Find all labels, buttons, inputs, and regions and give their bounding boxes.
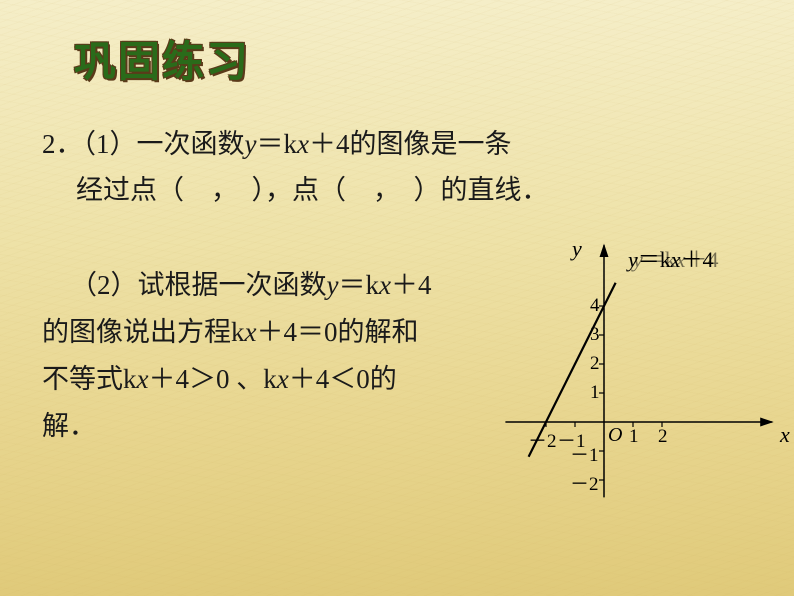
p1-suffix: 的图像是一条: [349, 129, 511, 159]
p3-eq-x: x: [379, 270, 391, 300]
p1-prefix: 2．（1）一次函数: [42, 129, 245, 159]
p5-eq1-x: x: [137, 364, 149, 394]
p5-eq2-tail: ＋4＜0: [289, 364, 370, 394]
slide-title: 巩固练习: [74, 28, 250, 89]
x-tick-label: －2: [528, 426, 557, 453]
paragraph-6: 解．: [42, 404, 502, 450]
p1-eq-y: y: [245, 129, 257, 159]
p1-eq-op1: ＝k: [256, 129, 297, 159]
x-tick-label: 1: [629, 426, 639, 448]
y-tick-label: －2: [570, 469, 599, 496]
p4-prefix: 的图像说出方程: [42, 317, 231, 347]
x-tick-label: 2: [658, 426, 668, 448]
p3-eq-tail: ＋4: [391, 270, 432, 300]
p5-suffix: 的: [370, 364, 397, 394]
p3-eq-op: ＝k: [338, 270, 379, 300]
p4-suffix: 的解和: [337, 317, 418, 347]
p1-eq-x: x: [297, 129, 309, 159]
p1-eq-tail: ＋4: [309, 129, 350, 159]
y-tick-label: 2: [590, 353, 600, 375]
line-chart: y x O y＝kx＋4 y＝kx＋4 －2－1124321－1－2: [460, 230, 794, 500]
p4-eq-x: x: [245, 317, 257, 347]
paragraph-5: 不等式kx＋4＞0 、kx＋4＜0的: [42, 357, 502, 403]
y-tick-label: 4: [590, 295, 600, 317]
p4-eq-tail: ＋4＝0: [256, 317, 337, 347]
x-axis-label: x: [780, 422, 790, 448]
paragraph-4: 的图像说出方程kx＋4＝0的解和: [42, 310, 502, 356]
chart-svg: [460, 230, 794, 500]
p5-mid: 、: [229, 364, 263, 394]
p4-eq-k: k: [231, 317, 245, 347]
y-tick-label: －1: [570, 440, 599, 467]
p5-eq1-tail: ＋4＞0: [148, 364, 229, 394]
origin-label: O: [608, 424, 622, 447]
function-label-shadow: y＝kx＋4: [633, 242, 719, 274]
p5-eq2-k: k: [263, 364, 277, 394]
p5-eq2-x: x: [277, 364, 289, 394]
p3-prefix: （2）试根据一次函数: [70, 270, 327, 300]
paragraph-1: 2．（1）一次函数y＝kx＋4的图像是一条: [42, 122, 582, 168]
y-tick-label: 1: [590, 382, 600, 404]
p5-eq1-k: k: [123, 364, 137, 394]
y-axis-label: y: [572, 236, 582, 262]
y-tick-label: 3: [590, 324, 600, 346]
p3-eq-y: y: [327, 270, 339, 300]
p5-prefix: 不等式: [42, 364, 123, 394]
paragraph-2: 经过点（ ， ），点（ ， ）的直线．: [76, 168, 676, 214]
